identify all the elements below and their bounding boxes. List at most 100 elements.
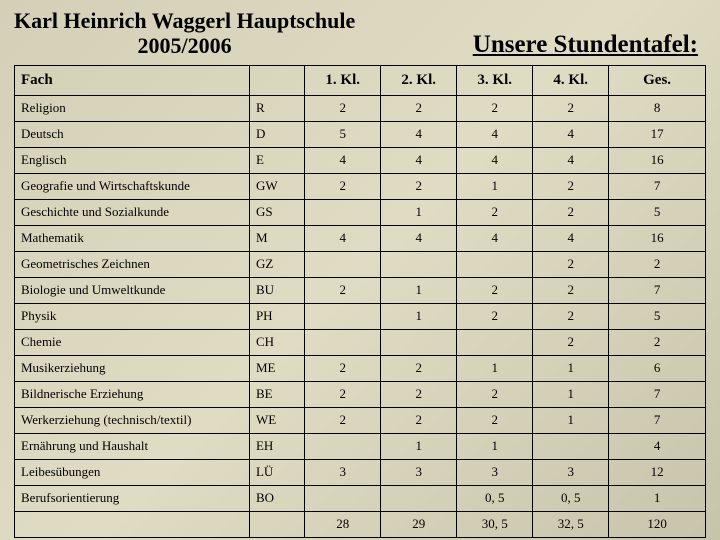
- cell-kl3: 2: [457, 95, 533, 121]
- cell-kl3: 4: [457, 121, 533, 147]
- cell-ges: 2: [609, 251, 706, 277]
- cell-subject: Leibesübungen: [15, 459, 250, 485]
- cell-kl4: 2: [533, 329, 609, 355]
- cell-kl4: 3: [533, 459, 609, 485]
- cell-kl1: [305, 199, 381, 225]
- cell-code: LÜ: [249, 459, 304, 485]
- table-row: BerufsorientierungBO0, 50, 51: [15, 485, 706, 511]
- cell-kl2: 1: [381, 303, 457, 329]
- cell-ges: 16: [609, 225, 706, 251]
- cell-code: GS: [249, 199, 304, 225]
- table-row: EnglischE444416: [15, 147, 706, 173]
- cell-kl3: 2: [457, 381, 533, 407]
- cell-kl3: 2: [457, 277, 533, 303]
- page-title: Unsere Stundentafel:: [473, 31, 706, 59]
- cell-ges: 17: [609, 121, 706, 147]
- timetable: Fach 1. Kl. 2. Kl. 3. Kl. 4. Kl. Ges. Re…: [14, 65, 706, 538]
- cell-kl4: 1: [533, 407, 609, 433]
- cell-code: E: [249, 147, 304, 173]
- cell-kl3: 30, 5: [457, 511, 533, 537]
- cell-kl1: 2: [305, 407, 381, 433]
- cell-kl3: 4: [457, 225, 533, 251]
- cell-code: GW: [249, 173, 304, 199]
- cell-ges: 7: [609, 277, 706, 303]
- cell-kl4: 4: [533, 225, 609, 251]
- table-row: Geschichte und SozialkundeGS1225: [15, 199, 706, 225]
- cell-code: EH: [249, 433, 304, 459]
- cell-kl1: 4: [305, 225, 381, 251]
- cell-kl1: 28: [305, 511, 381, 537]
- table-row: LeibesübungenLÜ333312: [15, 459, 706, 485]
- cell-kl1: [305, 251, 381, 277]
- cell-kl1: 2: [305, 277, 381, 303]
- cell-kl2: 2: [381, 355, 457, 381]
- cell-kl2: 3: [381, 459, 457, 485]
- cell-kl3: 1: [457, 433, 533, 459]
- cell-subject: Werkerziehung (technisch/textil): [15, 407, 250, 433]
- col-code: [249, 65, 304, 95]
- cell-kl1: 2: [305, 95, 381, 121]
- cell-kl3: 2: [457, 407, 533, 433]
- cell-ges: 1: [609, 485, 706, 511]
- cell-kl1: [305, 485, 381, 511]
- cell-ges: 5: [609, 199, 706, 225]
- cell-kl2: 1: [381, 199, 457, 225]
- cell-kl2: 4: [381, 121, 457, 147]
- cell-kl1: [305, 433, 381, 459]
- cell-kl4: 1: [533, 381, 609, 407]
- cell-ges: 12: [609, 459, 706, 485]
- cell-kl1: 5: [305, 121, 381, 147]
- cell-code: BO: [249, 485, 304, 511]
- cell-ges: 8: [609, 95, 706, 121]
- cell-kl1: 2: [305, 381, 381, 407]
- cell-kl4: 2: [533, 251, 609, 277]
- table-row: PhysikPH1225: [15, 303, 706, 329]
- cell-kl4: [533, 433, 609, 459]
- cell-kl2: 1: [381, 433, 457, 459]
- cell-ges: 120: [609, 511, 706, 537]
- cell-kl3: 2: [457, 303, 533, 329]
- col-fach: Fach: [15, 65, 250, 95]
- cell-kl4: 2: [533, 173, 609, 199]
- cell-kl4: 32, 5: [533, 511, 609, 537]
- cell-kl4: 0, 5: [533, 485, 609, 511]
- cell-kl4: 2: [533, 277, 609, 303]
- cell-ges: 5: [609, 303, 706, 329]
- cell-kl3: [457, 251, 533, 277]
- cell-kl2: 2: [381, 173, 457, 199]
- cell-kl2: 1: [381, 277, 457, 303]
- cell-kl3: 2: [457, 199, 533, 225]
- cell-kl2: 2: [381, 381, 457, 407]
- cell-code: [249, 511, 304, 537]
- table-row: Bildnerische ErziehungBE22217: [15, 381, 706, 407]
- school-year: 2005/2006: [14, 33, 355, 58]
- cell-code: ME: [249, 355, 304, 381]
- table-header-row: Fach 1. Kl. 2. Kl. 3. Kl. 4. Kl. Ges.: [15, 65, 706, 95]
- cell-subject: Mathematik: [15, 225, 250, 251]
- col-kl2: 2. Kl.: [381, 65, 457, 95]
- col-kl1: 1. Kl.: [305, 65, 381, 95]
- cell-kl2: [381, 485, 457, 511]
- cell-subject: [15, 511, 250, 537]
- table-totals-row: 282930, 532, 5120: [15, 511, 706, 537]
- table-row: ReligionR22228: [15, 95, 706, 121]
- cell-subject: Biologie und Umweltkunde: [15, 277, 250, 303]
- table-row: Werkerziehung (technisch/textil)WE22217: [15, 407, 706, 433]
- cell-subject: Chemie: [15, 329, 250, 355]
- cell-kl3: [457, 329, 533, 355]
- cell-kl2: 4: [381, 147, 457, 173]
- cell-kl4: 4: [533, 121, 609, 147]
- cell-ges: 2: [609, 329, 706, 355]
- cell-ges: 7: [609, 173, 706, 199]
- page-header: Karl Heinrich Waggerl Hauptschule 2005/2…: [14, 8, 706, 59]
- cell-code: R: [249, 95, 304, 121]
- cell-kl2: 2: [381, 407, 457, 433]
- col-kl3: 3. Kl.: [457, 65, 533, 95]
- cell-kl1: 3: [305, 459, 381, 485]
- cell-kl2: 4: [381, 225, 457, 251]
- cell-code: D: [249, 121, 304, 147]
- cell-subject: Religion: [15, 95, 250, 121]
- cell-subject: Physik: [15, 303, 250, 329]
- cell-subject: Berufsorientierung: [15, 485, 250, 511]
- cell-kl2: [381, 329, 457, 355]
